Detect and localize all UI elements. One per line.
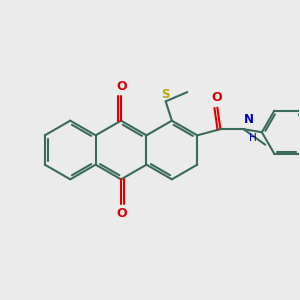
Text: N: N [244,113,254,126]
Text: S: S [161,88,170,100]
Text: O: O [211,92,222,104]
Text: O: O [116,207,127,220]
Text: O: O [116,80,127,93]
Text: H: H [249,133,257,143]
